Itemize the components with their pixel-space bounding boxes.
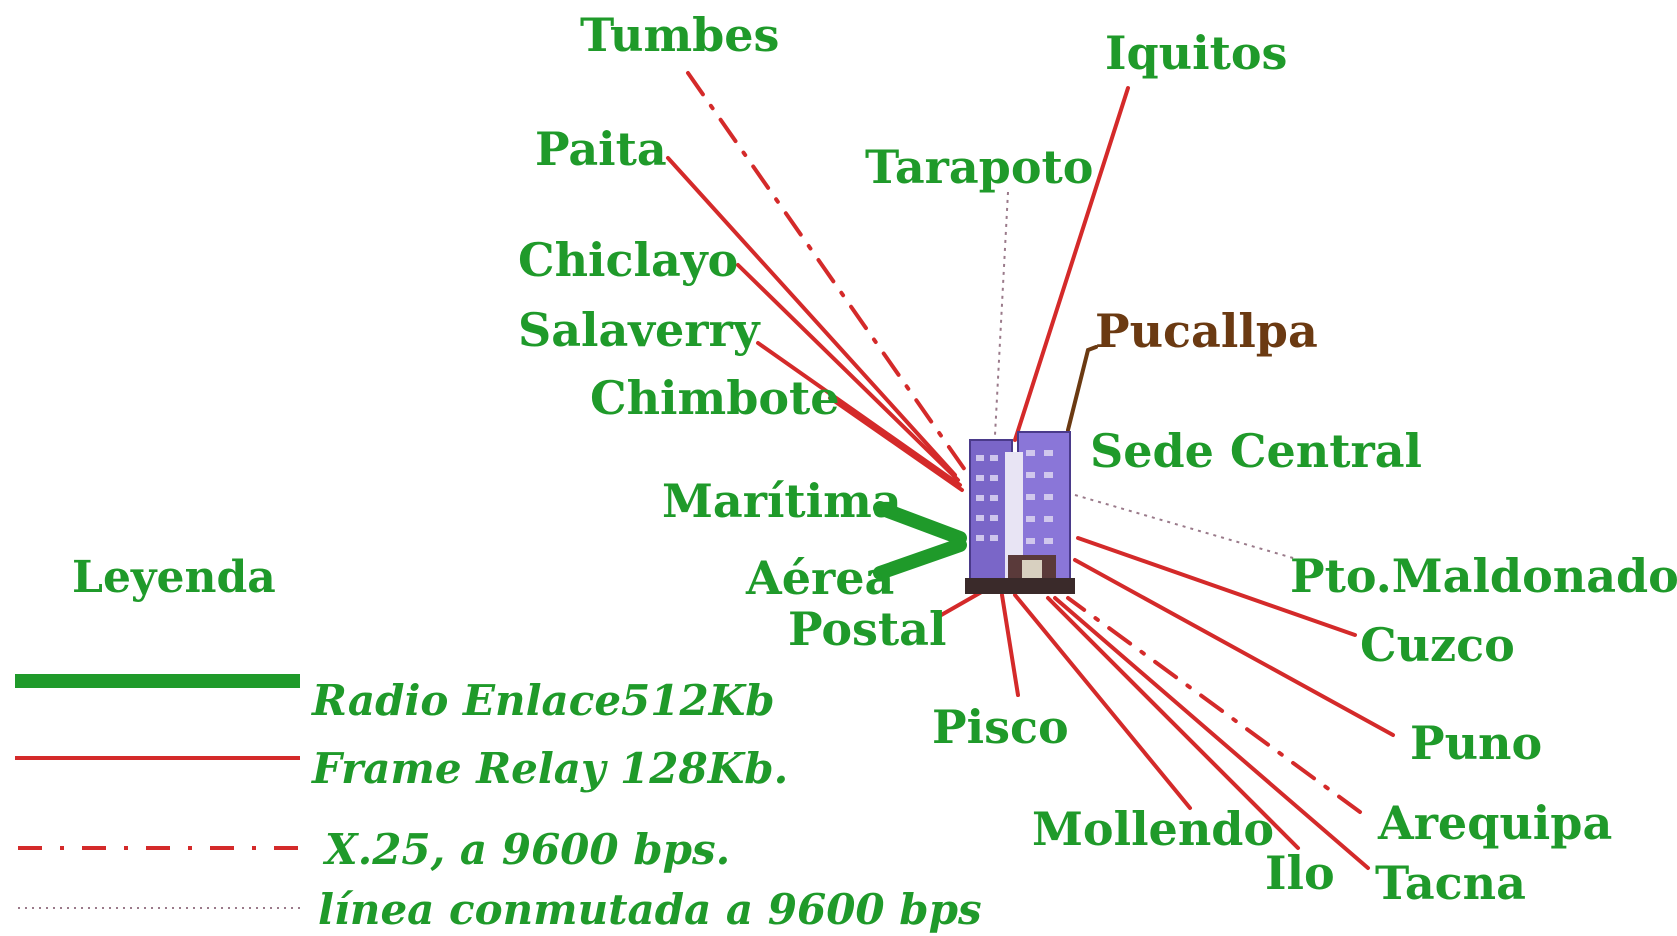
- link-maritima: [873, 501, 967, 545]
- hub-label: Sede Central: [1090, 424, 1423, 478]
- link-iquitos: [1013, 86, 1130, 442]
- link-cuzco: [1076, 536, 1357, 637]
- legend-title: Leyenda: [72, 552, 276, 603]
- link-arequipa: [1066, 596, 1362, 814]
- city-label-aerea: Aérea: [746, 551, 895, 605]
- legend-samples: [15, 674, 300, 909]
- city-label-cuzco: Cuzco: [1360, 618, 1515, 672]
- city-label-tacna: Tacna: [1375, 856, 1526, 910]
- city-label-paita: Paita: [535, 122, 667, 176]
- link-tacna: [1053, 596, 1370, 870]
- city-label-postal: Postal: [788, 602, 947, 656]
- city-label-iquitos: Iquitos: [1105, 26, 1288, 80]
- link-puno: [1073, 558, 1395, 737]
- sede-central-building: [965, 431, 1075, 594]
- dial-up-links: [994, 191, 1301, 561]
- legend-label-x25: X.25, a 9600 bps.: [325, 825, 731, 874]
- link-chimbote: [828, 396, 964, 492]
- link-pisco: [1000, 593, 1020, 697]
- city-label-tumbes: Tumbes: [580, 8, 780, 62]
- link-postal: [934, 588, 987, 620]
- city-label-pto-maldonado: Pto.Maldonado: [1290, 549, 1677, 603]
- link-mollendo: [1013, 593, 1192, 810]
- radio-links: [873, 501, 967, 580]
- frame-relay-links: [666, 86, 1395, 870]
- city-label-pucallpa: Pucallpa: [1095, 304, 1318, 358]
- city-label-chimbote: Chimbote: [590, 371, 840, 425]
- link-salaverry: [756, 341, 962, 487]
- link-tumbes: [686, 71, 967, 472]
- city-label-ilo: Ilo: [1265, 846, 1335, 900]
- city-label-maritima: Marítima: [662, 474, 902, 528]
- legend-label-dial-up: línea conmutada a 9600 bps: [318, 885, 982, 934]
- link-tarapoto: [994, 191, 1009, 436]
- city-label-tarapoto: Tarapoto: [865, 140, 1094, 194]
- city-label-puno: Puno: [1410, 716, 1543, 770]
- city-label-chiclayo: Chiclayo: [518, 233, 739, 287]
- link-pucallpa: [1066, 345, 1098, 432]
- city-label-salaverry: Salaverry: [518, 303, 760, 357]
- city-label-mollendo: Mollendo: [1032, 802, 1275, 856]
- x25-links: [686, 71, 1362, 814]
- city-label-arequipa: Arequipa: [1378, 796, 1613, 850]
- legend-label-radio: Radio Enlace512Kb: [312, 676, 775, 725]
- city-label-pisco: Pisco: [932, 700, 1069, 754]
- link-ilo: [1046, 596, 1300, 850]
- link-aerea: [873, 538, 967, 580]
- legend-label-frame-relay: Frame Relay 128Kb.: [312, 744, 789, 793]
- link-chiclayo: [736, 263, 960, 482]
- link-paita: [666, 156, 957, 477]
